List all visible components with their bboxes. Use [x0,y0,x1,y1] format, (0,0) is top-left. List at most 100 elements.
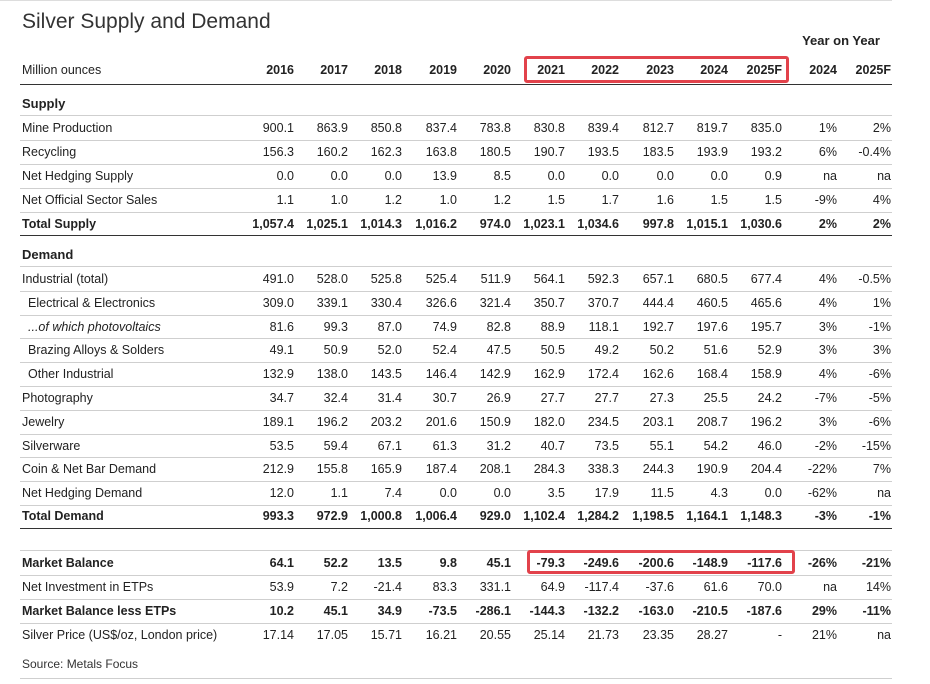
value-cell: 53.5 [269,438,294,453]
value-cell: 839.4 [587,121,619,135]
value-cell: 25.14 [533,628,565,642]
yoy-header: Year on Year [802,33,880,48]
year-header: 2019 [429,63,457,77]
value-cell: 284.3 [533,462,565,477]
value-cell: 162.6 [642,367,674,382]
yoy-cell: 1% [818,121,837,135]
value-cell: 972.9 [316,509,348,523]
value-cell: 812.7 [642,121,674,135]
value-cell: -187.6 [746,604,782,618]
row-divider [20,457,892,458]
value-cell: 331.1 [479,580,511,594]
value-cell: 31.2 [486,438,511,453]
value-cell: 50.2 [649,343,674,358]
value-cell: 1.1 [276,193,294,207]
value-cell: 783.8 [479,121,511,135]
value-cell: 1,000.8 [360,509,402,523]
value-cell: 0.0 [330,169,348,183]
value-cell: 54.2 [703,438,728,453]
yoy-cell: -3% [814,509,837,523]
row-label: Silverware [22,438,81,453]
supply-row: Mine Production 900.1 863.9 850.8 837.4 783.8… [20,116,892,140]
row-divider [20,505,892,506]
value-cell: 64.9 [540,580,565,594]
row-divider [20,362,892,363]
value-cell: 81.6 [269,319,294,334]
value-cell: 83.3 [432,580,457,594]
row-divider [20,386,892,387]
value-cell: 28.27 [696,628,728,642]
value-cell: 657.1 [642,272,674,286]
value-cell: 309.0 [262,295,294,310]
yoy-cell: na [877,486,891,501]
value-cell: 118.1 [588,319,619,334]
value-cell: 17.9 [594,486,619,501]
demand-row: Silverware 53.5 59.4 67.1 61.3 31.2 40.7 73.5 55… [20,434,892,458]
value-cell: 31.4 [377,391,402,405]
value-cell: 193.2 [750,145,782,159]
value-cell: 196.2 [750,414,782,429]
yoy-cell: -0.5% [858,272,891,286]
demand-row: Net Hedging Demand 12.0 1.1 7.4 0.0 0.0 3.5 17.… [20,481,892,505]
value-cell: 837.4 [425,121,457,135]
value-cell: 55.1 [649,438,674,453]
row-divider [20,84,892,85]
value-cell: 195.7 [750,319,782,334]
value-cell: -21.4 [373,580,403,594]
value-cell: 993.3 [262,509,294,523]
yoy-cell: 4% [818,272,837,286]
value-cell: 45.1 [323,604,348,618]
yoy-cell: na [823,580,837,594]
value-cell: 73.5 [594,438,619,453]
value-cell: 835.0 [750,121,782,135]
demand-row: Electrical & Electronics 309.0 339.1 330.4 3… [20,291,892,315]
value-cell: 1,025.1 [306,217,348,231]
value-cell: 1,198.5 [632,509,674,523]
yoy-cell: -2% [814,438,837,453]
units-label: Million ounces [22,63,102,77]
row-label: Other Industrial [28,367,114,382]
yoy-cell: 3% [872,343,891,358]
value-cell: 25.5 [703,391,728,405]
demand-row: Jewelry 189.1 196.2 203.2 201.6 150.9 182.0 234… [20,410,892,434]
yoy-cell: -26% [807,556,837,570]
value-cell: 52.4 [432,343,457,358]
value-cell: 1.5 [764,193,782,207]
row-divider [20,235,892,236]
row-divider [20,266,892,267]
value-cell: 339.1 [316,295,348,310]
value-cell: -117.4 [584,580,619,594]
value-cell: 197.6 [696,319,728,334]
row-label: Silver Price (US$/oz, London price) [22,628,218,642]
yoy-cell: -22% [807,462,837,477]
value-cell: 592.3 [587,272,619,286]
yoy-cell: 6% [818,145,837,159]
value-cell: 0.0 [547,169,565,183]
source-note: Source: Metals Focus [22,657,139,671]
value-cell: 1.0 [330,193,348,207]
yoy-cell: 2% [872,217,891,231]
supply-row: Net Hedging Supply 0.0 0.0 0.0 13.9 8.5 0.0 0.0… [20,164,892,188]
value-cell: 208.7 [696,414,728,429]
value-cell: 49.1 [269,343,294,358]
yoy-cell: -5% [868,391,891,405]
value-cell: 1.0 [439,193,457,207]
year-header: 2022 [591,63,619,77]
balance-row: Market Balance less ETPs 10.2 45.1 34.9 -73.… [20,599,892,623]
value-cell: 1.1 [330,486,348,501]
header-row: Million ounces 2016 2017 2018 2019 2020 2021 20… [20,58,892,82]
value-cell: 1.2 [384,193,402,207]
highlight-balance-box [527,550,795,574]
value-cell: 13.5 [377,556,402,570]
value-cell: 929.0 [479,509,511,523]
value-cell: 863.9 [316,121,348,135]
value-cell: - [777,628,782,642]
value-cell: 45.1 [486,556,511,570]
value-cell: 1.5 [547,193,565,207]
value-cell: 0.9 [764,169,782,183]
row-divider [20,575,892,576]
value-cell: 99.3 [323,319,348,334]
yoy-cell: 14% [865,580,891,594]
row-label: Mine Production [22,121,113,135]
yoy-cell: 2% [872,121,891,135]
